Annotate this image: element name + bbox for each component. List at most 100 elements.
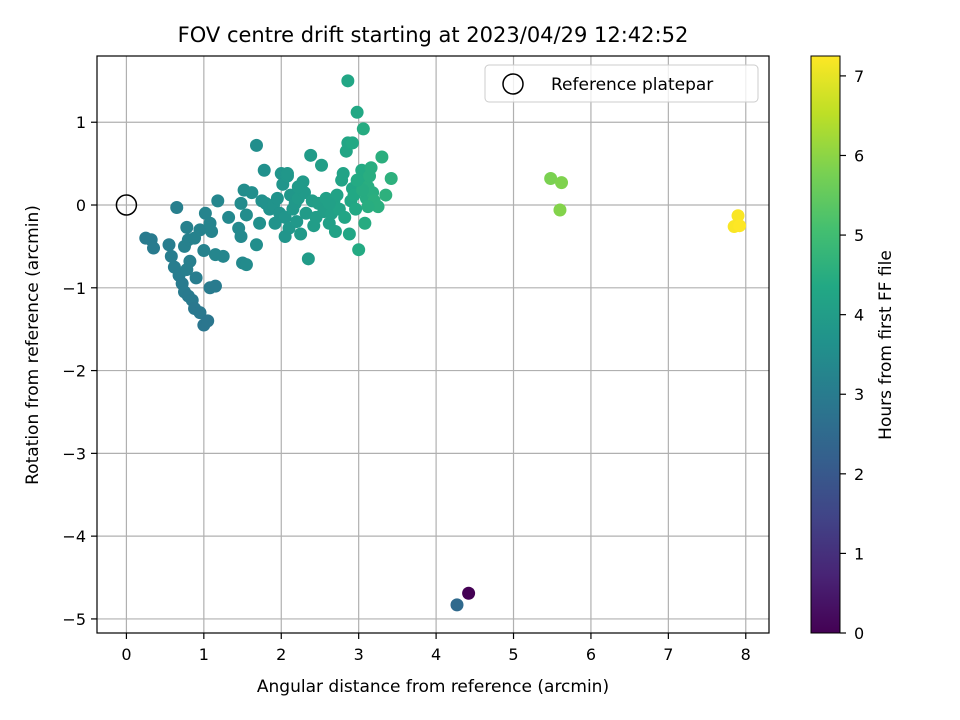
scatter-point bbox=[301, 252, 315, 266]
x-tick-label: 1 bbox=[199, 645, 209, 664]
colorbar-tick-label: 2 bbox=[854, 465, 864, 484]
x-tick-label: 0 bbox=[121, 645, 131, 664]
scatter-point bbox=[304, 148, 318, 162]
scatter-point bbox=[553, 203, 567, 217]
x-tick-label: 4 bbox=[431, 645, 441, 664]
scatter-point bbox=[352, 243, 366, 257]
scatter-point bbox=[193, 223, 207, 237]
scatter-point bbox=[462, 586, 476, 600]
scatter-point bbox=[294, 227, 308, 241]
y-tick-label: −3 bbox=[62, 444, 86, 463]
x-tick-label: 2 bbox=[276, 645, 286, 664]
scatter-point bbox=[345, 136, 359, 150]
scatter-point bbox=[180, 220, 194, 234]
scatter-point bbox=[280, 167, 294, 181]
scatter-point bbox=[290, 215, 304, 229]
scatter-point bbox=[299, 206, 313, 220]
x-axis-label: Angular distance from reference (arcmin) bbox=[257, 677, 609, 697]
scatter-point bbox=[164, 249, 178, 263]
scatter-point bbox=[371, 200, 385, 214]
colorbar-gradient bbox=[810, 55, 841, 634]
scatter-point bbox=[379, 188, 393, 202]
y-axis-label: Rotation from reference (arcmin) bbox=[23, 205, 43, 485]
x-tick-label: 6 bbox=[586, 645, 596, 664]
scatter-point bbox=[349, 202, 363, 216]
scatter-point bbox=[375, 150, 389, 164]
colorbar-label: Hours from first FF file bbox=[876, 250, 896, 440]
scatter-point bbox=[270, 191, 284, 205]
scatter-point bbox=[342, 227, 356, 241]
scatter-point bbox=[356, 122, 370, 136]
scatter-point bbox=[239, 258, 253, 272]
scatter-point bbox=[245, 186, 259, 200]
scatter-point bbox=[291, 180, 305, 194]
scatter-point bbox=[211, 194, 225, 208]
scatter-point bbox=[544, 172, 558, 186]
scatter-point bbox=[234, 229, 248, 243]
scatter-point bbox=[278, 229, 292, 243]
colorbar-ticks: 0 1 2 3 4 5 6 7 bbox=[840, 67, 864, 643]
scatter-point bbox=[162, 238, 176, 252]
scatter-point bbox=[147, 241, 161, 255]
colorbar-tick-label: 4 bbox=[854, 306, 864, 325]
plot-frame bbox=[96, 55, 770, 634]
legend-box bbox=[484, 64, 759, 103]
scatter-point bbox=[216, 249, 230, 263]
colorbar: 0 1 2 3 4 5 6 7 Hours from first FF file bbox=[810, 55, 896, 643]
y-tick-label: −4 bbox=[62, 527, 86, 546]
scatter-point bbox=[450, 598, 464, 612]
scatter-point bbox=[341, 74, 355, 88]
scatter-point bbox=[364, 161, 378, 175]
scatter-point bbox=[315, 158, 329, 172]
y-tick-label: −2 bbox=[62, 362, 86, 381]
y-tick-label: 0 bbox=[76, 196, 86, 215]
scatter-point bbox=[203, 216, 217, 230]
scatter-point bbox=[193, 306, 207, 320]
x-tick-label: 5 bbox=[508, 645, 518, 664]
colorbar-tick-label: 6 bbox=[854, 146, 864, 165]
scatter-point bbox=[731, 209, 745, 223]
scatter-point bbox=[197, 244, 211, 258]
scatter-point bbox=[361, 200, 375, 214]
scatter-point bbox=[338, 210, 352, 224]
data-points bbox=[115, 74, 747, 612]
reference-platepar-marker bbox=[115, 194, 138, 216]
legend-marker-reference bbox=[502, 73, 524, 95]
scatter-point bbox=[350, 105, 364, 119]
colorbar-tick-label: 1 bbox=[854, 544, 864, 563]
colorbar-tick-label: 7 bbox=[854, 67, 864, 86]
scatter-point bbox=[201, 314, 215, 328]
scatter-point bbox=[356, 183, 370, 197]
scatter-point bbox=[222, 210, 236, 224]
scatter-point bbox=[189, 271, 203, 285]
scatter-point bbox=[249, 238, 263, 252]
colorbar-tick-label: 0 bbox=[854, 624, 864, 643]
chart-title: FOV centre drift starting at 2023/04/29 … bbox=[178, 23, 689, 47]
scatter-point bbox=[328, 225, 342, 239]
colorbar-tick-label: 3 bbox=[854, 385, 864, 404]
y-axis-ticks: −5 −4 −3 −2 −1 0 1 bbox=[62, 113, 97, 629]
y-tick-label: −5 bbox=[62, 610, 86, 629]
scatter-point bbox=[234, 196, 248, 210]
y-tick-label: 1 bbox=[76, 113, 86, 132]
x-tick-label: 3 bbox=[354, 645, 364, 664]
scatter-point bbox=[198, 206, 212, 220]
colorbar-tick-label: 5 bbox=[854, 226, 864, 245]
scatter-point bbox=[350, 173, 364, 187]
scatter-point bbox=[555, 176, 569, 190]
scatter-point bbox=[253, 216, 267, 230]
scatter-point bbox=[330, 188, 344, 202]
scatter-point bbox=[733, 219, 747, 233]
scatter-point bbox=[384, 172, 398, 186]
scatter-point bbox=[170, 200, 184, 214]
scatter-point bbox=[208, 279, 222, 293]
scatter-point bbox=[257, 163, 271, 177]
scatter-point bbox=[268, 216, 282, 230]
grid bbox=[97, 56, 769, 633]
y-tick-label: −1 bbox=[62, 279, 86, 298]
scatter-point bbox=[183, 254, 197, 268]
x-tick-label: 7 bbox=[663, 645, 673, 664]
scatter-point bbox=[336, 167, 350, 181]
scatter-point bbox=[249, 138, 263, 152]
